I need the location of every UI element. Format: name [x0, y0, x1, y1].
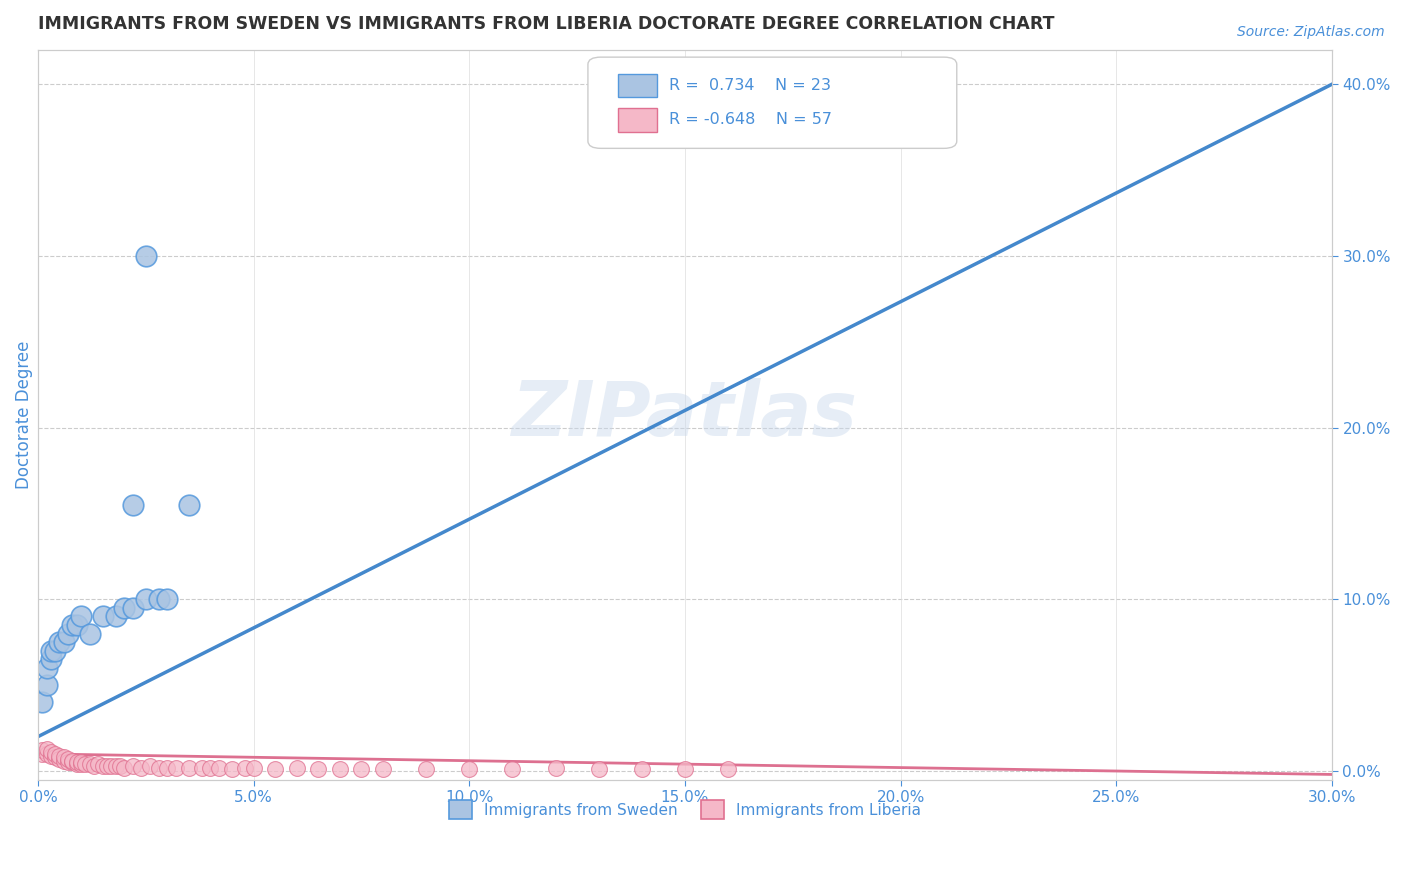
- Point: [200, 761, 222, 775]
- Point: [588, 762, 610, 776]
- Point: [673, 762, 696, 776]
- FancyBboxPatch shape: [617, 108, 657, 131]
- Point: [544, 761, 567, 775]
- Point: [35, 661, 58, 675]
- Point: [66, 756, 89, 770]
- Point: [233, 761, 256, 775]
- Text: IMMIGRANTS FROM SWEDEN VS IMMIGRANTS FROM LIBERIA DOCTORATE DEGREE CORRELATION C: IMMIGRANTS FROM SWEDEN VS IMMIGRANTS FRO…: [38, 15, 1054, 33]
- Point: [631, 762, 654, 776]
- Point: [91, 759, 114, 773]
- Point: [350, 762, 373, 776]
- Point: [39, 745, 62, 759]
- Point: [96, 759, 118, 773]
- Point: [148, 592, 170, 607]
- Point: [48, 635, 70, 649]
- Point: [60, 756, 83, 770]
- Text: Source: ZipAtlas.com: Source: ZipAtlas.com: [1237, 25, 1385, 39]
- Point: [177, 761, 200, 775]
- Point: [139, 759, 162, 773]
- Legend: Immigrants from Sweden, Immigrants from Liberia: Immigrants from Sweden, Immigrants from …: [441, 793, 928, 827]
- Point: [31, 743, 53, 757]
- Point: [52, 754, 75, 768]
- Point: [458, 762, 481, 776]
- Point: [44, 747, 66, 761]
- Point: [148, 761, 170, 775]
- Point: [35, 741, 58, 756]
- Point: [242, 761, 264, 775]
- Point: [104, 759, 127, 773]
- Point: [717, 762, 740, 776]
- Point: [52, 750, 75, 764]
- Point: [131, 761, 153, 775]
- Point: [121, 759, 143, 773]
- Point: [48, 752, 70, 766]
- Point: [79, 626, 101, 640]
- Point: [35, 747, 58, 761]
- Point: [56, 756, 79, 770]
- Point: [285, 761, 308, 775]
- Point: [79, 757, 101, 772]
- Y-axis label: Doctorate Degree: Doctorate Degree: [15, 341, 32, 489]
- Point: [91, 609, 114, 624]
- Point: [108, 759, 131, 773]
- Point: [264, 762, 287, 776]
- Point: [112, 761, 135, 775]
- Text: ZIPatlas: ZIPatlas: [512, 377, 858, 451]
- Point: [501, 762, 523, 776]
- Point: [87, 757, 110, 772]
- Point: [208, 761, 231, 775]
- Point: [66, 618, 89, 632]
- Point: [112, 600, 135, 615]
- Point: [70, 757, 93, 772]
- Point: [35, 678, 58, 692]
- Point: [39, 644, 62, 658]
- Point: [329, 762, 352, 776]
- Point: [31, 695, 53, 709]
- Point: [165, 761, 187, 775]
- Point: [83, 759, 105, 773]
- Point: [70, 756, 93, 770]
- Point: [70, 609, 93, 624]
- Point: [75, 757, 97, 772]
- Point: [156, 761, 179, 775]
- Point: [135, 249, 157, 263]
- Point: [39, 652, 62, 666]
- Point: [104, 609, 127, 624]
- Text: R =  0.734    N = 23: R = 0.734 N = 23: [669, 78, 831, 93]
- Point: [121, 498, 143, 512]
- Point: [60, 754, 83, 768]
- FancyBboxPatch shape: [617, 74, 657, 97]
- Point: [100, 759, 122, 773]
- Point: [44, 644, 66, 658]
- Point: [52, 635, 75, 649]
- Point: [135, 592, 157, 607]
- Point: [39, 748, 62, 763]
- Point: [121, 600, 143, 615]
- Point: [66, 757, 89, 772]
- Point: [307, 762, 329, 776]
- Point: [191, 761, 214, 775]
- Point: [415, 762, 437, 776]
- Point: [56, 626, 79, 640]
- Point: [156, 592, 179, 607]
- Point: [56, 752, 79, 766]
- Point: [371, 762, 394, 776]
- Point: [60, 618, 83, 632]
- Point: [44, 750, 66, 764]
- Point: [48, 748, 70, 763]
- Point: [31, 747, 53, 761]
- Text: R = -0.648    N = 57: R = -0.648 N = 57: [669, 112, 832, 128]
- FancyBboxPatch shape: [588, 57, 956, 148]
- Point: [221, 762, 243, 776]
- Point: [177, 498, 200, 512]
